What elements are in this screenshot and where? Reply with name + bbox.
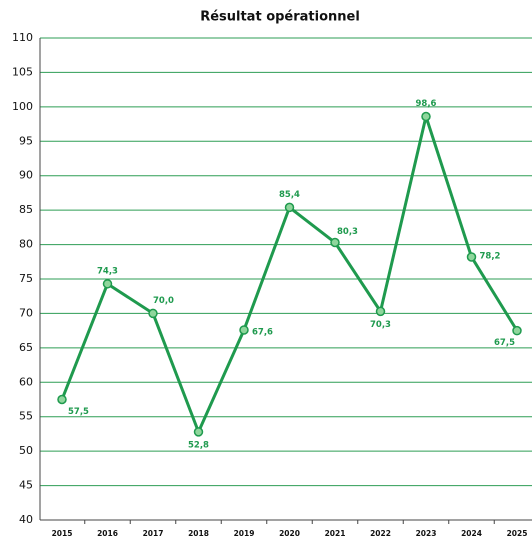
value-label: 67,6	[252, 327, 273, 337]
y-tick-label: 55	[19, 410, 33, 423]
x-tick-label: 2015	[52, 529, 73, 538]
y-tick-label: 90	[19, 169, 33, 182]
marker	[239, 325, 249, 335]
x-tick-label: 2021	[325, 529, 346, 538]
x-tick-label: 2024	[461, 529, 482, 538]
marker	[512, 325, 522, 336]
y-tick-label: 50	[19, 444, 33, 457]
marker	[148, 308, 158, 319]
marker	[102, 279, 113, 289]
value-label: 74,3	[97, 266, 118, 276]
x-tick-label: 2017	[143, 529, 164, 538]
x-tick-label: 2020	[279, 529, 300, 538]
y-tick-label: 45	[19, 479, 33, 492]
marker	[466, 252, 477, 262]
value-label: 70,0	[153, 296, 174, 306]
y-tick-label: 105	[12, 65, 33, 78]
marker	[330, 237, 340, 248]
line	[60, 114, 519, 434]
marker	[421, 111, 431, 122]
x-tick-label: 2025	[507, 529, 528, 538]
marker	[284, 202, 295, 213]
y-tick-label: 80	[19, 238, 33, 251]
value-label: 80,3	[337, 227, 358, 237]
value-label: 57,5	[68, 407, 89, 417]
y-tick-label: 85	[19, 203, 33, 216]
marker	[57, 394, 67, 405]
y-tick-label: 100	[12, 100, 33, 113]
y-tick-label: 95	[19, 134, 33, 147]
y-tick-label: 75	[19, 272, 33, 285]
y-tick-label: 60	[19, 375, 33, 388]
x-tick-label: 2016	[97, 529, 118, 538]
x-tick-label: 2022	[370, 529, 391, 538]
x-tick-label: 2019	[234, 529, 255, 538]
x-tick-label: 2023	[416, 529, 437, 538]
value-label: 67,5	[494, 338, 515, 348]
y-tick-label: 70	[19, 306, 33, 319]
value-label: 98,6	[416, 99, 437, 109]
y-tick-label: 65	[19, 341, 33, 354]
marker	[375, 306, 386, 317]
value-label: 52,8	[188, 440, 209, 450]
y-tick-label: 40	[19, 513, 33, 526]
x-tick-label: 2018	[188, 529, 209, 538]
marker	[193, 427, 204, 437]
value-label: 78,2	[480, 251, 501, 261]
value-label: 85,4	[279, 190, 300, 200]
value-label: 70,3	[370, 320, 391, 330]
chart-title: Résultat opérationnel	[200, 10, 360, 25]
y-tick-label: 110	[12, 31, 33, 44]
